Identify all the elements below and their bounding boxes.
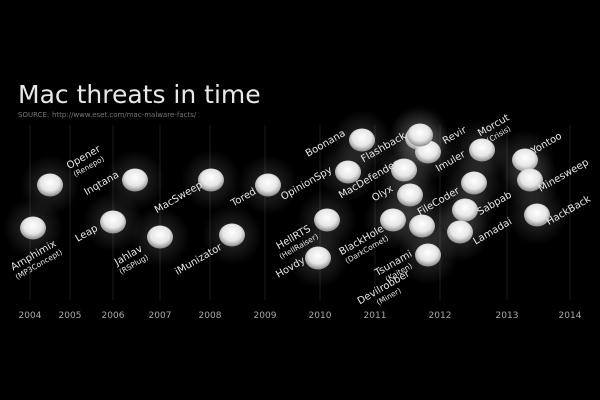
threat-marker [447, 220, 473, 244]
year-label: 2005 [59, 311, 82, 321]
threat-marker [37, 173, 63, 197]
year-label: 2014 [559, 311, 582, 321]
year-label: 2011 [364, 311, 387, 321]
year-label: 2004 [19, 311, 42, 321]
threat-marker [415, 243, 441, 267]
threat-marker [219, 223, 245, 247]
threat-marker [469, 138, 495, 162]
threat-marker [198, 168, 224, 192]
year-label: 2009 [254, 311, 277, 321]
year-label: 2008 [199, 311, 222, 321]
year-label: 2013 [496, 311, 519, 321]
threat-marker [147, 225, 173, 249]
threat-marker [20, 216, 46, 240]
source-label: SOURCE: [18, 111, 49, 119]
source-url: http://www.eset.com/mac-malware-facts/ [52, 111, 197, 119]
threat-marker [100, 210, 126, 234]
threat-marker [305, 246, 331, 270]
threat-marker [314, 208, 340, 232]
title: Mac threats in time [18, 80, 261, 109]
year-label: 2007 [149, 311, 172, 321]
threat-marker [255, 173, 281, 197]
year-label: 2012 [429, 311, 452, 321]
threat-marker [349, 128, 375, 152]
year-label: 2010 [309, 311, 332, 321]
threat-marker [407, 123, 433, 147]
threat-marker [122, 168, 148, 192]
year-label: 2006 [102, 311, 125, 321]
threat-marker [524, 203, 550, 227]
